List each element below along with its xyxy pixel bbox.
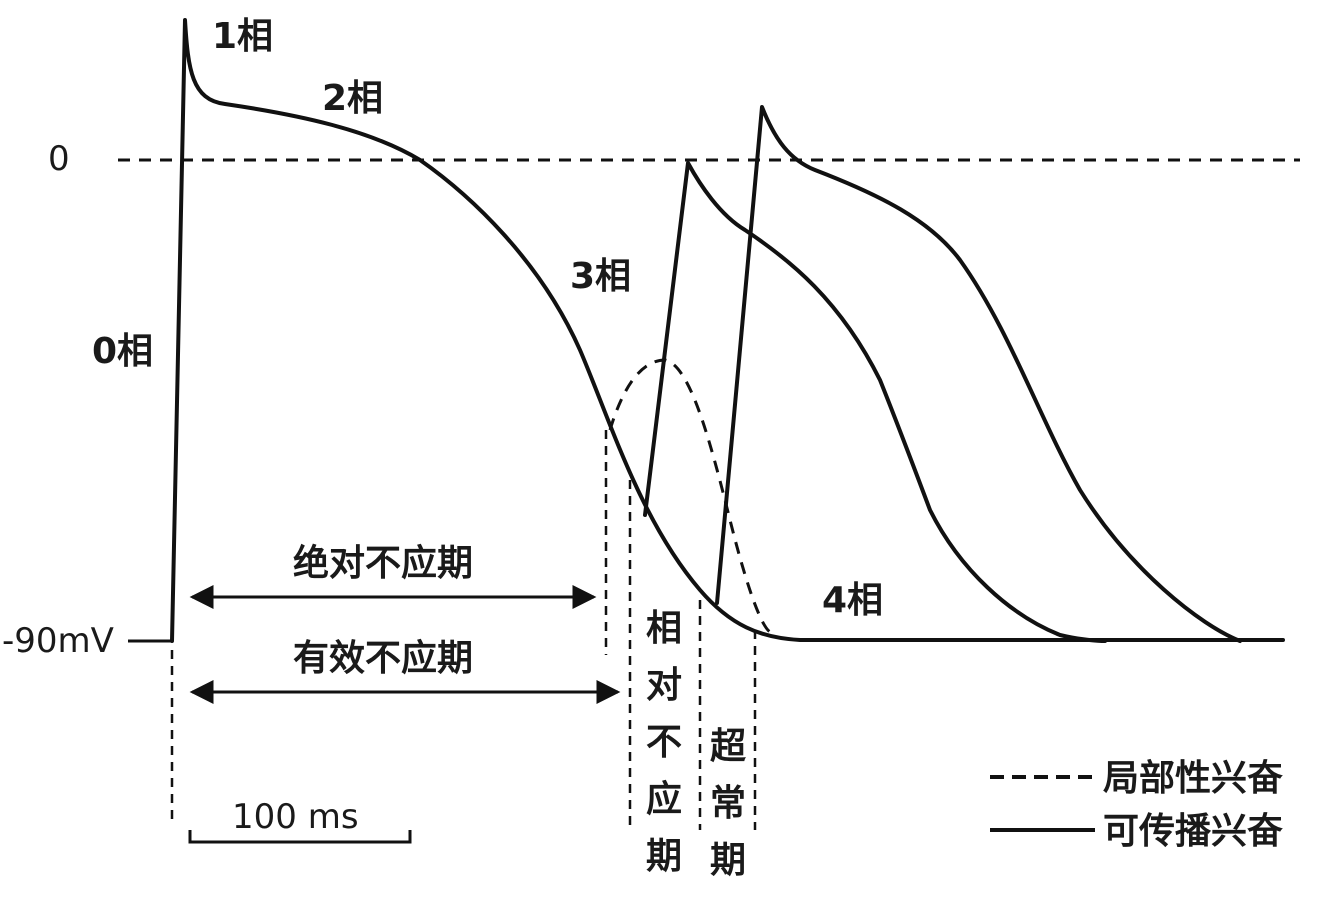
legend-local-label: 局部性兴奋 xyxy=(1103,758,1283,799)
supernormal-char: 超 xyxy=(710,726,747,767)
phase3-label: 3相 xyxy=(570,256,631,297)
resting-potential-label: -90mV xyxy=(2,621,114,661)
relative-refractory-char: 期 xyxy=(646,836,682,877)
phase2-label: 2相 xyxy=(322,78,383,119)
propagated-ap-supernormal xyxy=(715,105,1242,643)
phase1-label: 1相 xyxy=(212,16,273,57)
legend-propagated-label: 可传播兴奋 xyxy=(1103,811,1283,852)
effective-refractory-label: 有效不应期 xyxy=(293,638,473,679)
supernormal-char: 常 xyxy=(710,783,746,824)
main-action-potential xyxy=(170,18,1285,643)
supernormal-char: 期 xyxy=(710,840,746,881)
scale-bar xyxy=(188,830,412,844)
scale-label: 100 ms xyxy=(232,797,359,837)
relative-refractory-char: 不 xyxy=(646,722,682,763)
zero-label: 0 xyxy=(48,139,70,179)
relative-refractory-char: 对 xyxy=(646,665,682,706)
propagated-ap-relative xyxy=(643,161,1107,643)
relative-refractory-char: 相 xyxy=(646,608,682,649)
relative-refractory-char: 应 xyxy=(646,779,682,820)
absolute-refractory-label: 绝对不应期 xyxy=(293,542,473,584)
phase0-label: 0相 xyxy=(92,331,153,372)
local-excitation-curve xyxy=(608,358,772,634)
phase4-label: 4相 xyxy=(822,580,883,621)
